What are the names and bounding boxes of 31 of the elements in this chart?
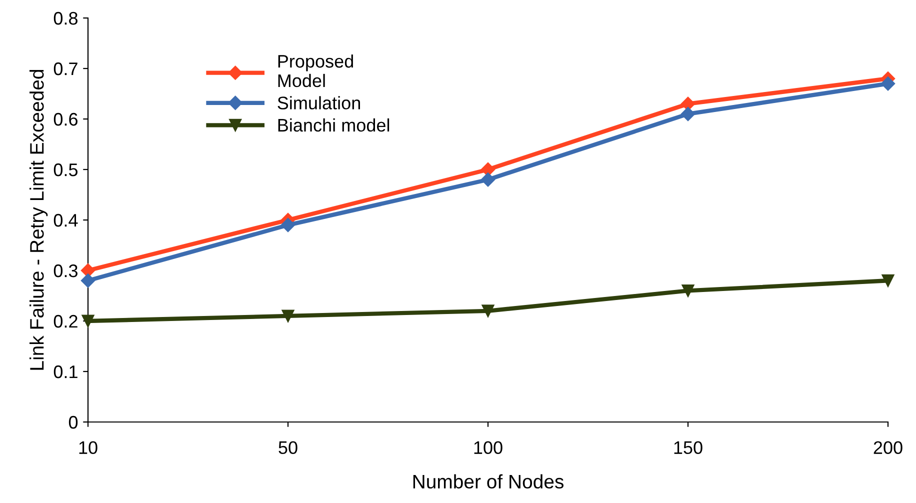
point [82,314,94,328]
point [482,304,494,318]
point [682,284,694,297]
x-tick-label: 50 [278,441,298,454]
point [80,274,96,288]
point [480,172,496,187]
x-tick-label: 200 [874,441,902,454]
y-tick-label: 0.3 [54,264,78,278]
point [280,218,296,232]
point [680,96,696,111]
y-tick-label: 0.2 [54,314,78,328]
y-tick-label: 0.4 [54,214,78,227]
point [680,106,696,122]
point [880,76,896,91]
point [882,274,894,287]
legend-label: Bianchi model [278,118,390,132]
point [282,310,294,322]
y-tick-label: 0.6 [54,112,78,126]
x-tick-label: 100 [474,441,502,454]
x-axis-title: Number of Nodes [413,474,564,489]
legend-label: Proposed Model [278,54,353,88]
y-axis-title: Link Failure - Retry Limit Exceeded [30,70,48,370]
y-tick-label: 0.1 [54,365,78,378]
y-tick-label: 0 [68,416,78,429]
y-tick-label: 0.5 [54,163,78,176]
y-tick-label: 0.8 [54,12,78,25]
y-tick-label: 0.7 [54,62,78,76]
x-tick-label: 10 [79,441,98,454]
point [80,263,96,278]
x-tick-label: 150 [674,441,702,454]
legend-label: Simulation [278,96,360,110]
